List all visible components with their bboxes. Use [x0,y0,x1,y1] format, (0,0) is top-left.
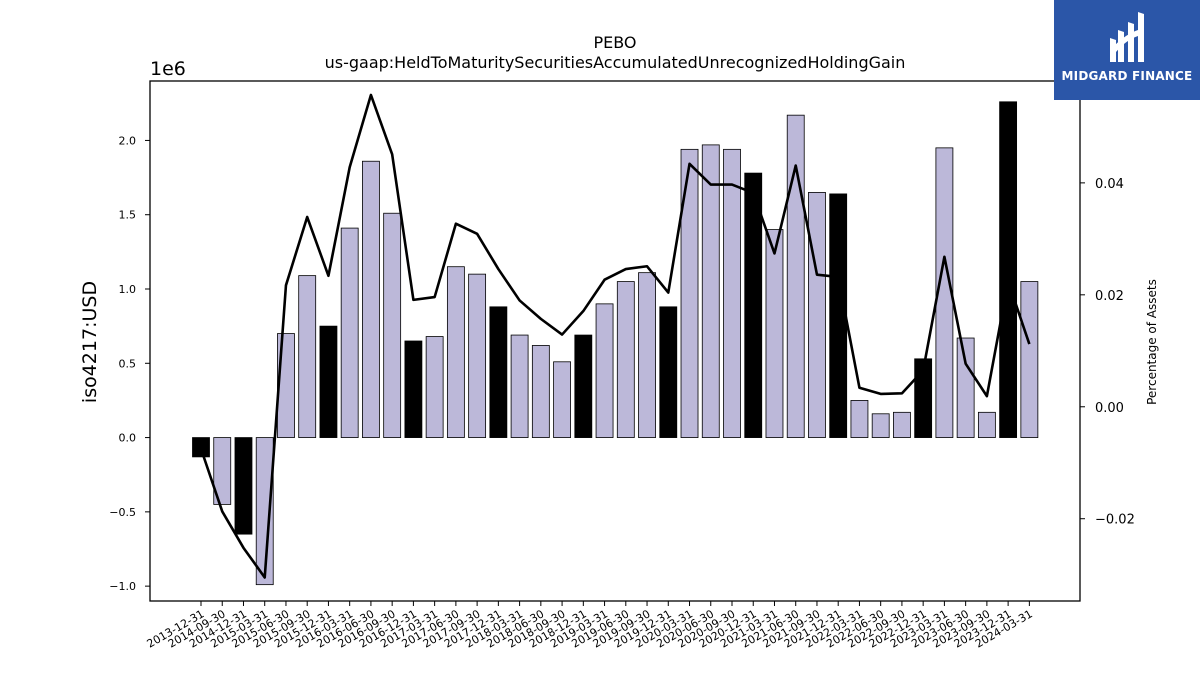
y-tick-label: 1.5 [119,209,137,222]
bar [531,345,550,438]
bar [362,160,380,438]
logo-mark-icon [1110,12,1144,62]
y-tick-label: −0.5 [109,506,136,519]
bar [277,333,295,438]
bar [829,193,848,438]
bar [468,273,487,438]
y-tick-label: 1.0 [119,283,137,296]
bar [213,437,232,505]
bar [255,437,274,586]
bar [553,361,571,438]
y-tick-label: 0.5 [119,357,137,370]
bar [340,227,359,438]
bar [298,275,317,438]
bar [893,411,911,438]
bar [935,147,954,438]
bar [850,400,869,438]
bar [383,212,402,438]
bar [723,148,741,438]
series-line [199,93,1031,579]
bar [680,148,699,438]
bar [446,266,465,438]
bar [595,303,614,438]
bar [616,281,635,438]
bar [765,229,784,438]
chart-subtitle: us-gaap:HeldToMaturitySecuritiesAccumula… [325,53,906,72]
bar [914,358,933,438]
bar [638,272,656,438]
y2-tick-label: −0.02 [1095,513,1135,528]
bar [786,114,805,438]
bar [574,334,593,438]
bar [192,437,210,458]
y2-tick-label: 0.04 [1095,177,1124,192]
bar [659,306,678,438]
bar [425,336,444,438]
y-tick-label: −1.0 [109,580,136,593]
bar [234,437,253,535]
bar [1020,281,1039,438]
plot-area: −1.0 −0.5 0.0 0.5 1.0 1.5 2.0 −0.02 0.00 0.02 0.04… [109,80,1135,651]
bar [977,411,996,438]
chart-title: PEBO [593,33,636,52]
bar [701,144,720,438]
bar [744,172,763,438]
brand-name: MIDGARD FINANCE [1061,69,1193,83]
y-axis-label: iso4217:USD [79,281,101,403]
y-tick-label: 2.0 [119,134,137,147]
bar [999,101,1018,438]
y2-axis-label: Percentage of Assets [1145,279,1159,405]
brand-logo: MIDGARD FINANCE [1054,0,1200,100]
bar [489,306,508,438]
bar [404,340,423,438]
y-offset-label: 1e6 [150,58,186,80]
plot-frame [149,80,1081,602]
y2-tick-label: 0.00 [1095,401,1124,416]
bar [319,325,338,438]
y-tick-label: 0.0 [119,432,137,445]
bar [510,334,529,438]
y2-tick-label: 0.02 [1095,289,1124,304]
bar [871,413,890,438]
bar [808,192,826,438]
bar [956,337,975,438]
